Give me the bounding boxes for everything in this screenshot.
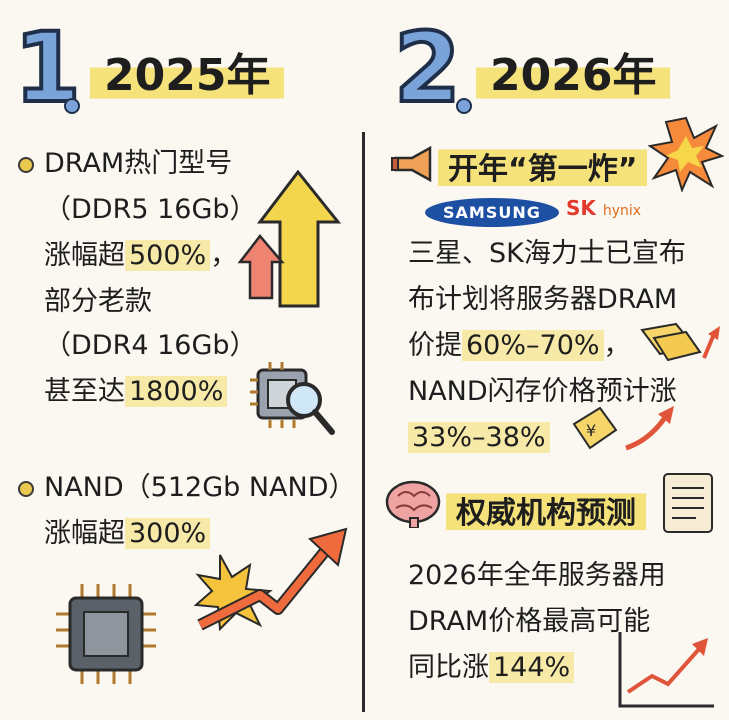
- price-range: 60%–70%: [462, 330, 604, 361]
- year-2025-heading: 2025年: [90, 48, 285, 104]
- nand-title: NAND（512Gb NAND）: [44, 472, 356, 503]
- sk-logo-text: SK: [566, 196, 596, 220]
- forecast-prefix: 同比涨: [408, 652, 489, 683]
- yen-tag-rising-icon: ¥: [572, 406, 674, 451]
- nand-rise-prefix: 涨幅超: [44, 518, 125, 549]
- samsung-logo: SAMSUNG: [425, 198, 559, 227]
- column-divider: [362, 132, 365, 712]
- section-number-2: 2: [392, 12, 463, 124]
- dram-old-rise-line: 甚至达 1800%: [44, 372, 228, 412]
- bullet-dot: [18, 157, 34, 173]
- chip-magnifier-icon: [250, 362, 335, 435]
- growth-chart-icon: [618, 632, 714, 708]
- nand-rise-line: 涨幅超 300%: [44, 514, 211, 554]
- megaphone-icon: [391, 145, 432, 183]
- dram-model: （DDR5 16Gb）: [44, 194, 257, 225]
- number-dot: [456, 98, 472, 114]
- forecast-value: 144%: [489, 652, 575, 683]
- section1-line2: 布计划将服务器DRAM: [408, 284, 678, 315]
- section1-line3: 价提 60%–70%，: [408, 326, 631, 366]
- chip-icon: [56, 584, 156, 684]
- price-tag-icon: [640, 322, 720, 362]
- hynix-logo-text: hynix: [602, 203, 642, 219]
- nand-range: 33%–38%: [408, 422, 550, 453]
- svg-text:¥: ¥: [586, 421, 596, 440]
- price-suffix: ，: [603, 330, 631, 361]
- scroll-document-icon: [663, 473, 713, 533]
- rise-suffix: ，: [210, 240, 238, 271]
- dram-title: DRAM热门型号: [44, 148, 233, 179]
- section2-line1: 2026年全年服务器用: [408, 560, 666, 591]
- section1-line1: 三星、SK海力士已宣布: [408, 238, 686, 269]
- sk-hynix-logo: SK hynix: [566, 196, 641, 220]
- section1-line4: NAND闪存价格预计涨: [408, 376, 677, 407]
- section1-line5: 33%–38%: [408, 418, 550, 458]
- number-dot: [64, 98, 80, 114]
- old-value: 1800%: [125, 376, 228, 407]
- section2-line3: 同比涨 144%: [408, 648, 575, 688]
- rising-arrow-burst-icon: [193, 527, 348, 632]
- rise-prefix: 涨幅超: [44, 240, 125, 271]
- dram-rise-line: 涨幅超 500%，: [44, 236, 237, 276]
- section2-line2: DRAM价格最高可能: [408, 606, 651, 637]
- up-arrows-icon: [238, 170, 342, 308]
- old-prefix: 甚至达: [44, 376, 125, 407]
- brain-icon: [385, 480, 441, 528]
- rise-value: 500%: [125, 240, 211, 271]
- bullet-dot: [18, 481, 34, 497]
- dram-old-label: 部分老款: [44, 286, 152, 317]
- section2-heading: 权威机构预测: [446, 484, 646, 536]
- price-prefix: 价提: [408, 330, 462, 361]
- dram-old-model: （DDR4 16Gb）: [44, 330, 257, 361]
- year-2026-heading: 2026年: [476, 48, 671, 104]
- section1-heading: 开年“第一炸”: [438, 140, 648, 192]
- explosion-icon: [648, 116, 724, 192]
- nand-rise-value: 300%: [125, 518, 211, 549]
